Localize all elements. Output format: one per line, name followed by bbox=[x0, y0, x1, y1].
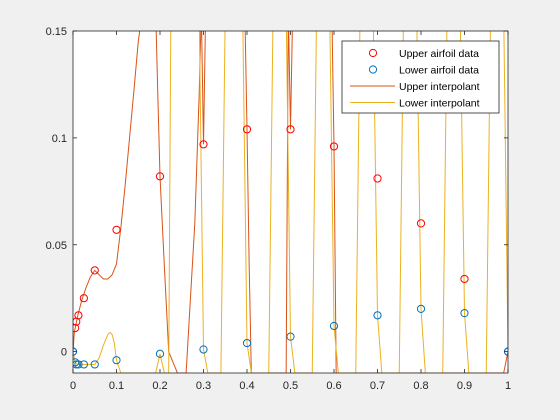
data-point bbox=[242, 125, 252, 134]
series-layer bbox=[73, 31, 508, 373]
y-tick-label: 0 bbox=[61, 347, 67, 359]
data-point bbox=[74, 360, 83, 369]
data-point bbox=[329, 142, 339, 151]
y-tick-label: 0.05 bbox=[46, 240, 67, 252]
data-point bbox=[90, 360, 99, 369]
legend-entry-lower-airfoil-data: Lower airfoil data bbox=[368, 65, 479, 77]
legend-label: Lower airfoil data bbox=[399, 65, 479, 77]
data-point bbox=[460, 274, 469, 284]
data-point bbox=[286, 125, 295, 134]
lower-airfoil-data-markers bbox=[73, 304, 508, 369]
data-point bbox=[242, 338, 252, 348]
data-point bbox=[199, 345, 208, 354]
legend-label: Lower interpolant bbox=[399, 98, 480, 110]
legend-label: Upper interpolant bbox=[399, 81, 480, 93]
data-point bbox=[155, 172, 165, 181]
data-point bbox=[373, 311, 382, 320]
legend: Upper airfoil data Lower airfoil data Uppe… bbox=[341, 40, 500, 114]
legend-box bbox=[341, 40, 500, 114]
x-tick-label: 1 bbox=[505, 380, 511, 392]
data-point bbox=[112, 356, 121, 365]
data-point bbox=[416, 304, 426, 313]
x-tick-label: 0.4 bbox=[239, 380, 254, 392]
x-tick-label: 0.3 bbox=[196, 380, 211, 392]
axes-layer: 0 0.1 0.2 0.3 0.4 0.5 0.6 0.7 0.8 0.9 1 0 0.05 0.1 0.1… bbox=[46, 26, 511, 392]
legend-entry-lower-interpolant: Lower interpolant bbox=[350, 98, 480, 110]
data-point bbox=[329, 321, 339, 331]
x-tick-label: 0.8 bbox=[413, 380, 428, 392]
data-point bbox=[79, 360, 88, 369]
data-point bbox=[416, 219, 426, 228]
legend-marker bbox=[368, 48, 378, 58]
x-tick-label: 0.9 bbox=[457, 380, 472, 392]
x-tick-label: 0.2 bbox=[152, 380, 167, 392]
y-tick-label: 0.15 bbox=[46, 26, 67, 38]
data-point bbox=[112, 225, 121, 234]
upper-interpolant-line bbox=[73, 31, 508, 373]
upper-airfoil-data-markers bbox=[73, 125, 508, 356]
data-point bbox=[73, 324, 80, 333]
x-tick-label: 0.6 bbox=[326, 380, 341, 392]
data-point bbox=[79, 294, 88, 303]
legend-label: Upper airfoil data bbox=[399, 48, 479, 60]
legend-entry-upper-airfoil-data: Upper airfoil data bbox=[368, 48, 479, 60]
y-tick-label: 0.1 bbox=[52, 133, 67, 145]
data-point bbox=[74, 311, 83, 320]
legend-entry-upper-interpolant: Upper interpolant bbox=[350, 81, 480, 93]
data-point bbox=[286, 332, 295, 341]
data-point bbox=[373, 174, 382, 183]
data-point bbox=[199, 140, 208, 149]
legend-marker bbox=[368, 65, 378, 74]
x-tick-label: 0.7 bbox=[370, 380, 385, 392]
x-tick-label: 0.5 bbox=[283, 380, 298, 392]
data-point bbox=[460, 309, 469, 318]
data-point bbox=[155, 349, 165, 358]
x-tick-label: 0.1 bbox=[109, 380, 124, 392]
x-tick-label: 0 bbox=[70, 380, 76, 392]
data-point bbox=[90, 266, 99, 275]
